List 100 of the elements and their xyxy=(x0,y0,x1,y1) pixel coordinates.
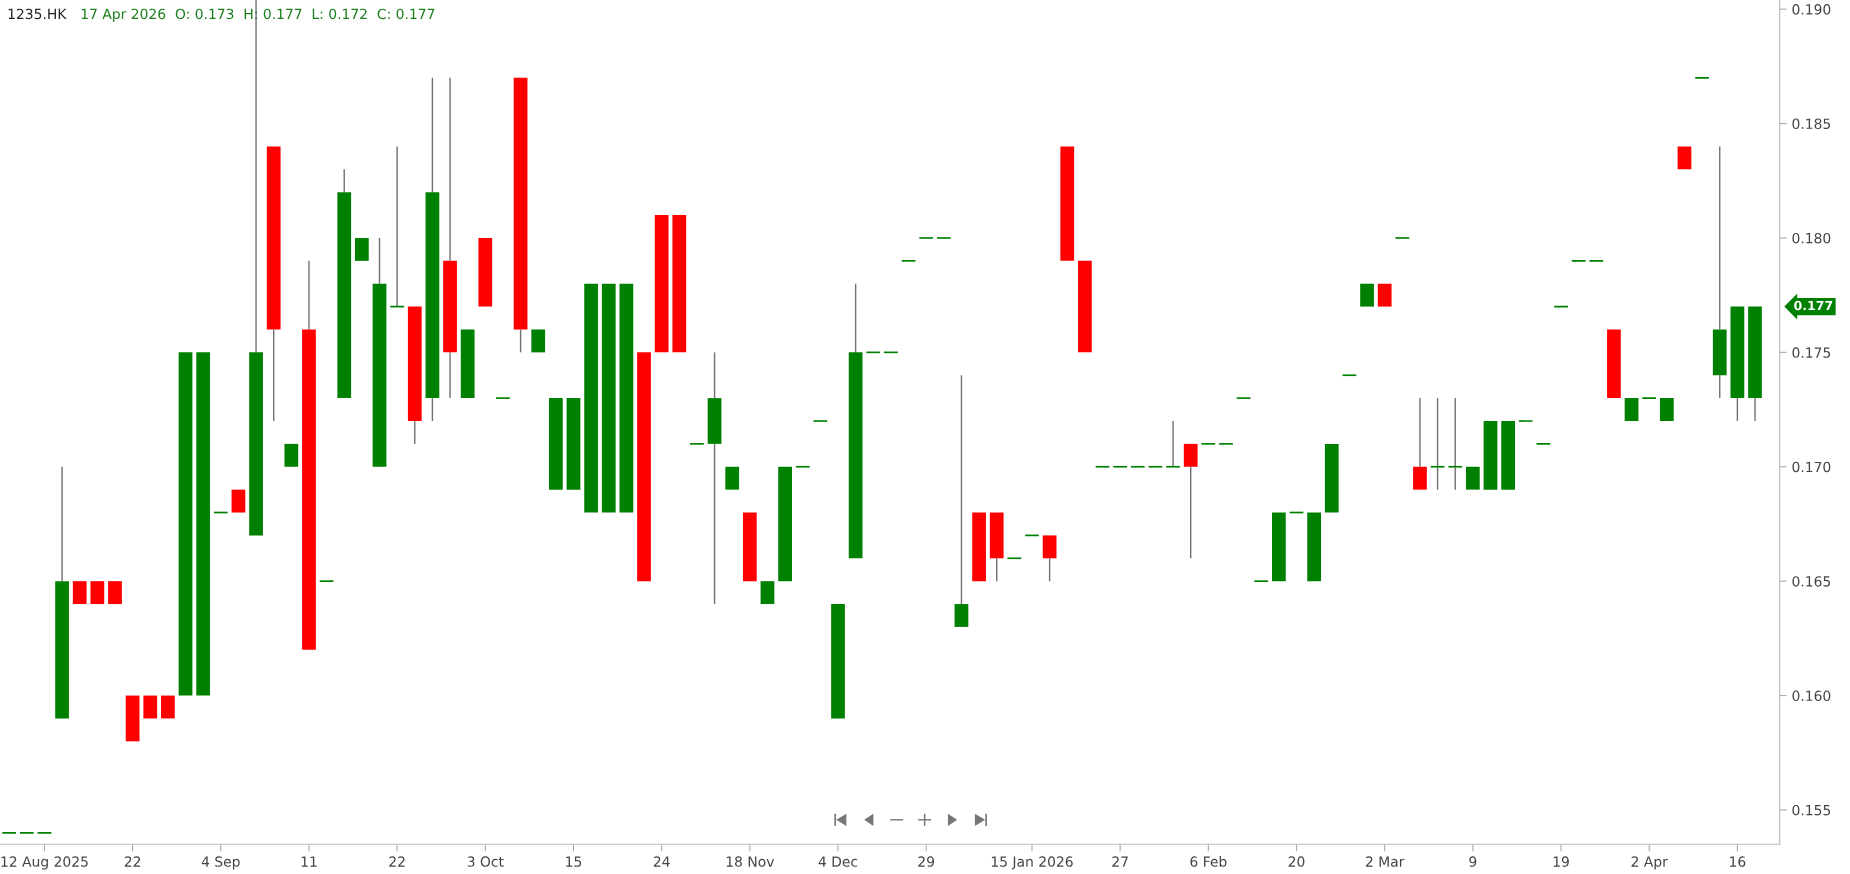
candlestick xyxy=(90,581,105,605)
y-tick-label: 0.185 xyxy=(1792,118,1831,130)
x-tick-label: 15 xyxy=(566,856,582,867)
x-tick-label: 18 Nov xyxy=(726,856,775,867)
candlestick xyxy=(1659,398,1674,421)
candlestick xyxy=(1447,397,1463,491)
candlestick xyxy=(1042,535,1057,582)
x-tick-label: 3 Oct xyxy=(467,856,504,867)
candlestick xyxy=(548,398,563,490)
candlestick xyxy=(831,604,845,719)
candlestick xyxy=(795,465,811,468)
candlestick xyxy=(566,398,581,490)
x-tick-label: 22 xyxy=(389,856,405,867)
candlestick xyxy=(1147,465,1164,468)
candlestick xyxy=(266,146,281,422)
candlestick xyxy=(1078,260,1092,353)
y-tick-label: 0.175 xyxy=(1792,347,1831,358)
x-tick-label: 24 xyxy=(653,856,670,867)
y-tick-label: 0.165 xyxy=(1792,576,1831,587)
candlestick xyxy=(231,489,246,513)
candlestick xyxy=(619,283,634,513)
text: 1235.HK xyxy=(8,8,67,20)
candlestick xyxy=(707,351,722,605)
x-tick-label: 2 Apr xyxy=(1631,856,1668,870)
candlestick xyxy=(1165,420,1181,468)
candlestick xyxy=(1694,76,1710,79)
candlestick xyxy=(1341,374,1358,377)
x-tick-label: 6 Feb xyxy=(1190,856,1227,867)
candlestick xyxy=(1712,145,1727,399)
x-tick-label: 11 xyxy=(301,856,317,867)
candlestick xyxy=(1429,397,1446,491)
candlestick xyxy=(1272,512,1286,582)
x-tick-label: 4 Dec xyxy=(818,856,858,867)
candlestick xyxy=(1307,512,1322,582)
candlestick xyxy=(284,443,299,467)
x-tick-label: 9 xyxy=(1469,856,1477,867)
candlestick xyxy=(302,260,316,650)
candlestick xyxy=(637,352,651,582)
candlestick xyxy=(1624,398,1639,421)
candlestick xyxy=(425,77,440,422)
candlestick xyxy=(989,512,1004,582)
x-tick-label: 2 Mar xyxy=(1365,856,1405,867)
candlestick xyxy=(1060,146,1075,261)
candlestick xyxy=(55,466,69,719)
candlestick xyxy=(1130,465,1146,468)
candlestick xyxy=(531,329,546,353)
y-tick-label: 0.155 xyxy=(1792,804,1831,816)
candlestick xyxy=(1607,329,1621,399)
candlestick xyxy=(178,352,193,696)
candlestick xyxy=(760,581,775,605)
candlestick xyxy=(354,237,369,261)
candlestick xyxy=(601,283,616,513)
candlestick xyxy=(72,581,87,605)
y-tick-label: 0.170 xyxy=(1792,461,1831,473)
candlestick xyxy=(778,466,792,582)
candlestick xyxy=(1730,306,1745,422)
x-tick-label: 12 Aug 2025 xyxy=(1,856,88,870)
x-tick-label: 27 xyxy=(1112,856,1128,867)
x-tick-label: 22 xyxy=(124,856,141,867)
y-tick-label: 0.190 xyxy=(1792,4,1831,15)
x-tick-label: 4 Sep xyxy=(201,856,240,870)
candlestick xyxy=(196,352,211,696)
candlestick xyxy=(337,168,352,399)
candlestick xyxy=(848,283,863,559)
candlestick xyxy=(742,512,757,582)
candlestick xyxy=(1483,421,1498,490)
candlestick xyxy=(1360,283,1374,307)
candlestick xyxy=(407,306,422,445)
x-tick-label: 15 Jan 2026 xyxy=(991,856,1073,870)
candlestick xyxy=(672,215,687,353)
y-tick-label: 0.160 xyxy=(1792,690,1831,702)
y-tick-label: 0.180 xyxy=(1792,232,1831,244)
candlestick xyxy=(1324,443,1339,513)
candlestick xyxy=(161,695,175,719)
candlestick xyxy=(1677,146,1692,170)
candlestick xyxy=(1112,465,1128,468)
candlestick xyxy=(1183,443,1198,559)
candlestick xyxy=(143,695,158,719)
candlestick xyxy=(1501,421,1515,490)
candlestick xyxy=(125,695,140,742)
candlestick xyxy=(1377,283,1392,307)
candlestick xyxy=(372,237,387,467)
x-tick-label: 16 xyxy=(1730,856,1746,867)
candlestick xyxy=(584,283,598,513)
x-tick-label: 20 xyxy=(1288,856,1305,867)
candlestick xyxy=(725,466,740,490)
candlestick xyxy=(1748,306,1762,422)
candlestick xyxy=(460,329,475,399)
text: 0.177 xyxy=(1794,300,1833,311)
candlestick xyxy=(478,237,493,307)
candlestick xyxy=(513,77,528,354)
candlestick xyxy=(1465,466,1480,490)
candlestick xyxy=(654,215,669,353)
candlestick xyxy=(954,374,969,627)
x-tick-label: 19 xyxy=(1553,856,1569,867)
candlestick xyxy=(443,77,457,399)
candlestick xyxy=(972,512,986,582)
x-tick-label: 29 xyxy=(918,856,935,867)
text: 17 Apr 2026 O: 0.173 H: 0.177 L: 0.172 C: 0.177 xyxy=(81,8,435,22)
candlestick xyxy=(1006,557,1023,560)
